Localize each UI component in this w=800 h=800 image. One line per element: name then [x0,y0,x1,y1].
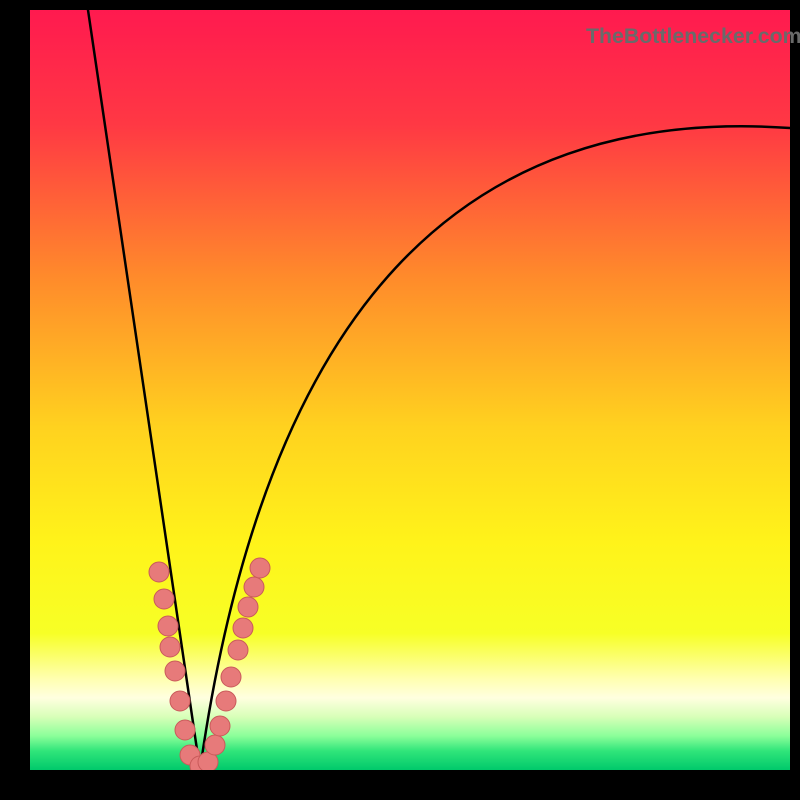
data-marker [210,716,230,736]
data-marker [221,667,241,687]
data-marker [205,735,225,755]
data-marker [154,589,174,609]
data-marker [165,661,185,681]
data-marker [250,558,270,578]
watermark-text: TheBottlenecker.com [586,24,800,49]
data-marker [244,577,264,597]
data-marker [160,637,180,657]
left-curve [88,10,200,770]
data-marker [170,691,190,711]
chart-frame: TheBottlenecker.com [0,0,800,800]
chart-curves-layer [30,10,790,770]
data-marker [158,616,178,636]
data-marker [149,562,169,582]
data-marker [175,720,195,740]
data-marker [238,597,258,617]
plot-area: TheBottlenecker.com [30,10,790,770]
data-marker [216,691,236,711]
right-curve [200,126,790,770]
data-marker-group [149,558,270,770]
data-marker [233,618,253,638]
data-marker [228,640,248,660]
